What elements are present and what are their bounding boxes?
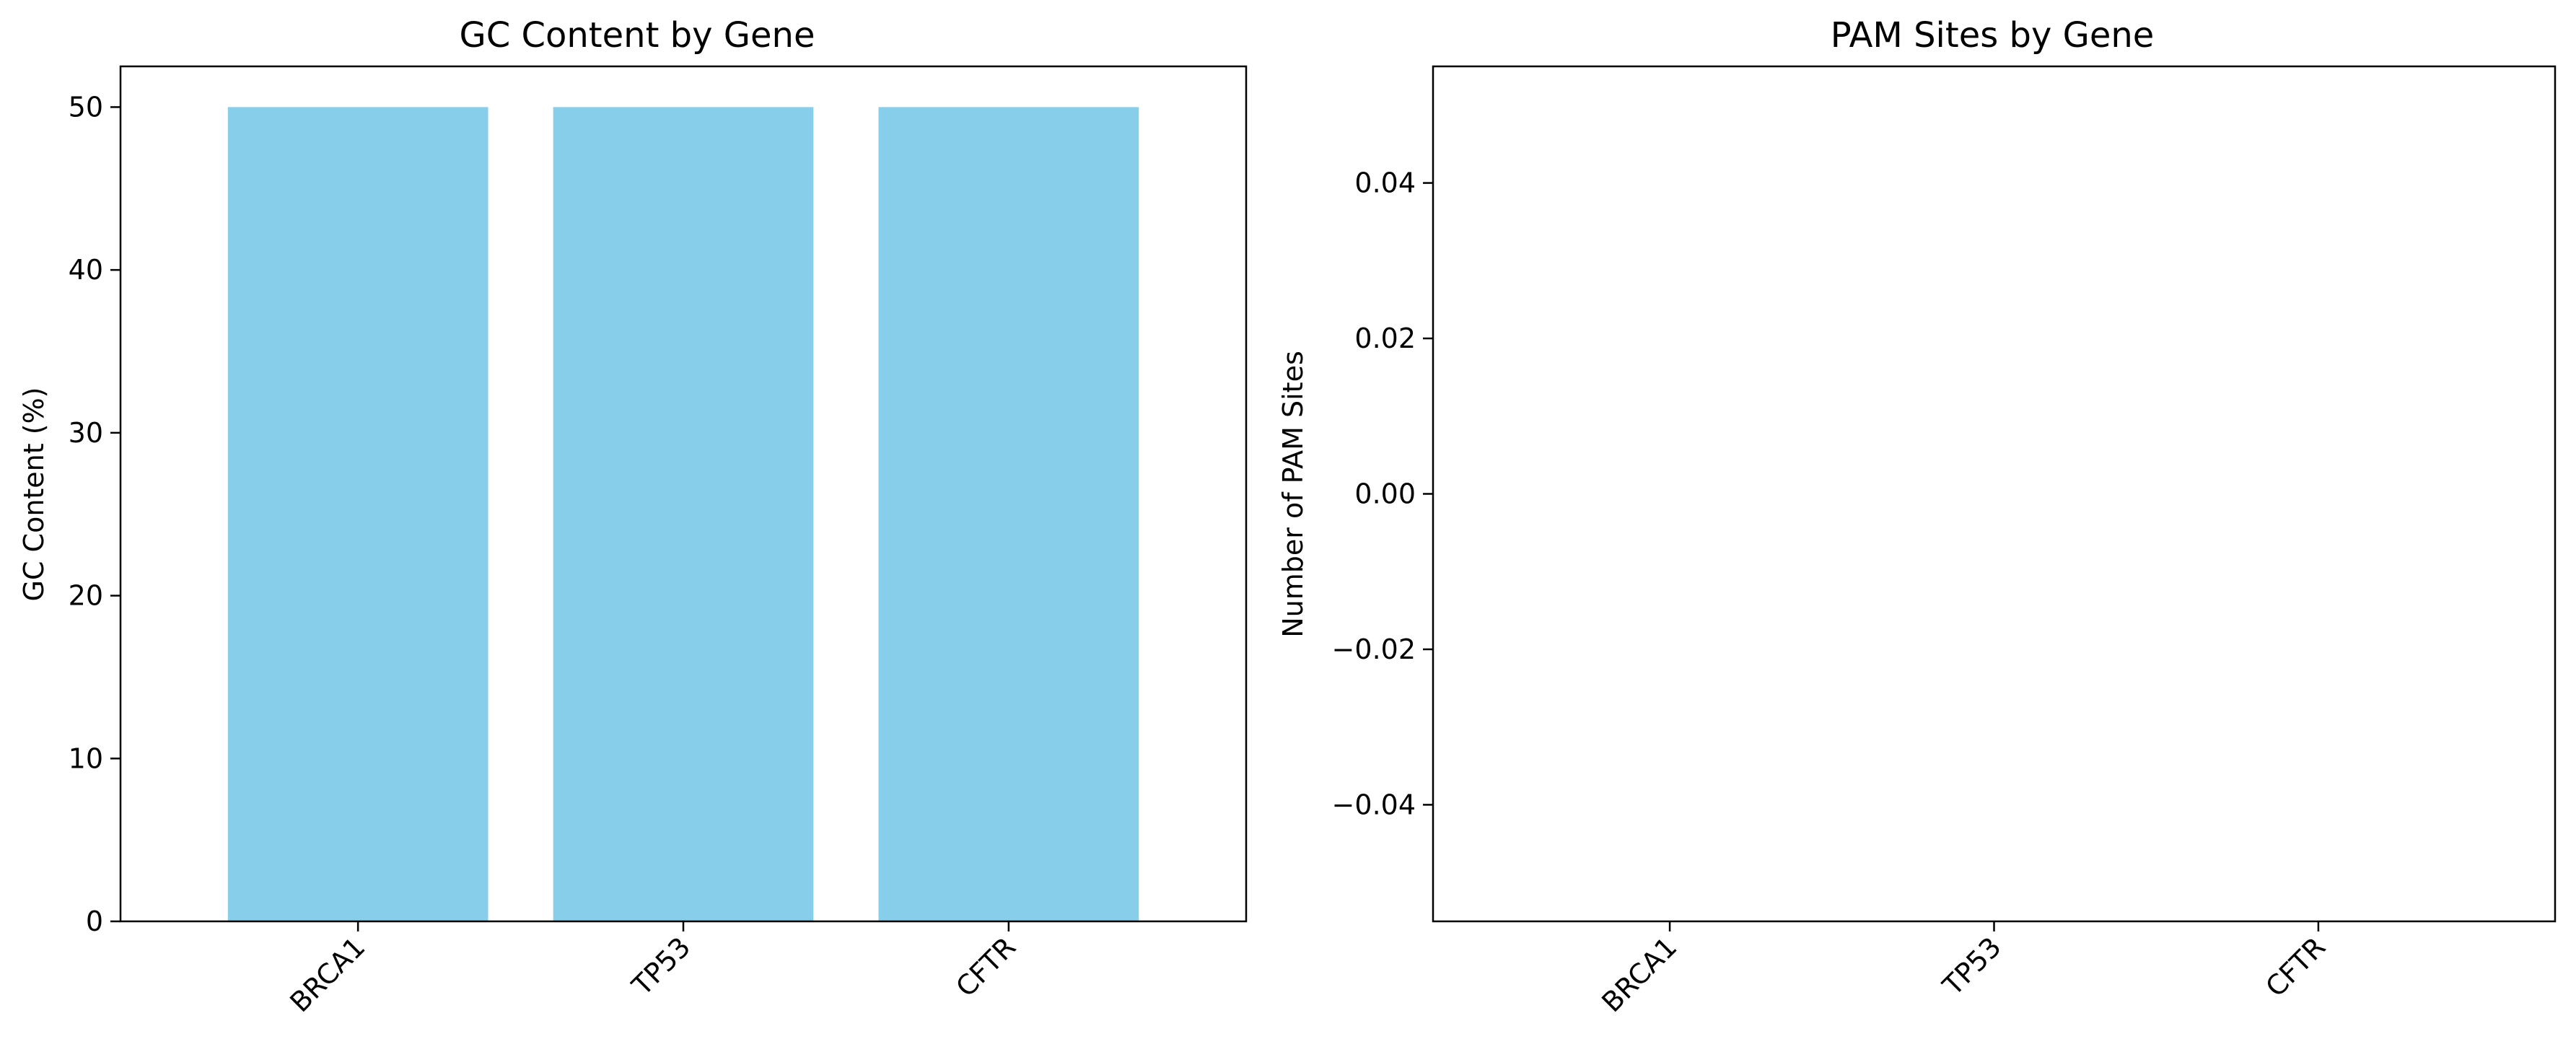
- y-tick-label: 0.02: [1354, 323, 1416, 354]
- y-tick-label: 30: [69, 417, 103, 449]
- y-tick-label: 0: [86, 905, 103, 937]
- bars: [227, 107, 1139, 921]
- gc-content-chart: GC Content by Gene GC Content (%) 0 10 20 3…: [18, 15, 1248, 1018]
- bar: [878, 107, 1139, 921]
- y-axis-label: GC Content (%): [18, 387, 50, 601]
- y-tick-label: −0.02: [1332, 633, 1416, 665]
- plot-frame: [1432, 65, 2557, 923]
- y-tick-label: 40: [69, 254, 103, 286]
- y-axis-ticks: −0.04 −0.02 0.00 0.02 0.04: [1332, 167, 1433, 820]
- y-tick-label: 0.00: [1354, 478, 1416, 510]
- y-tick-label: 10: [69, 742, 103, 774]
- y-tick-label: 0.04: [1354, 167, 1416, 199]
- chart-title: GC Content by Gene: [460, 15, 815, 56]
- y-axis-label: Number of PAM Sites: [1277, 351, 1309, 638]
- chart-title: PAM Sites by Gene: [1831, 15, 2155, 56]
- y-tick-label: 50: [69, 91, 103, 123]
- bar: [553, 107, 814, 921]
- plot-frame: [119, 65, 1248, 923]
- bar: [227, 107, 489, 921]
- y-tick-label: 20: [69, 580, 103, 612]
- y-axis-ticks: 0 10 20 30 40 50: [69, 91, 121, 937]
- y-tick-label: −0.04: [1332, 789, 1416, 820]
